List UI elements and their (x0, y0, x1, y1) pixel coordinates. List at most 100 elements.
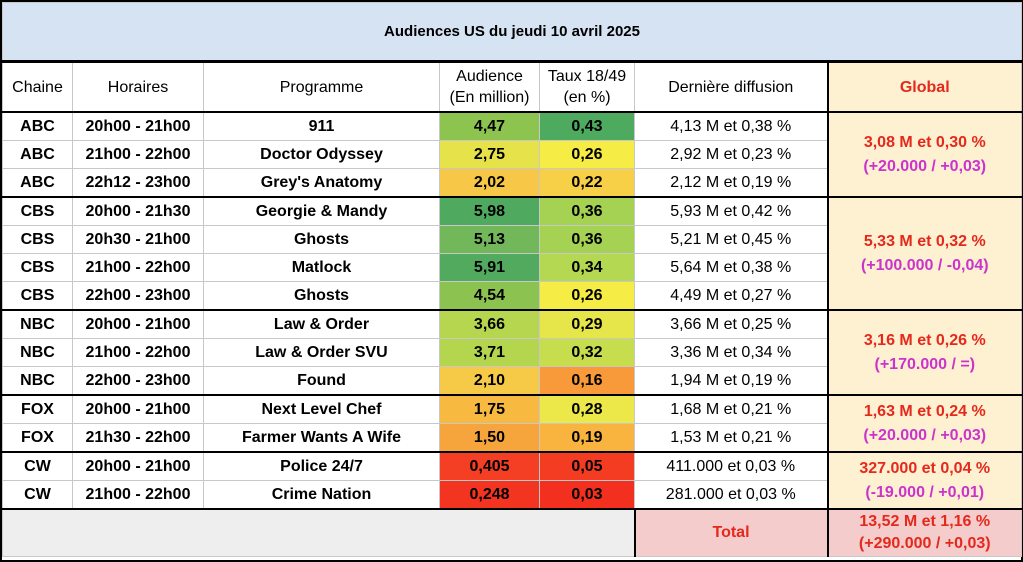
cell-programme: Ghosts (203, 225, 440, 254)
table-row: FOX 20h00 - 21h00 Next Level Chef 1,75 0,28 1… (2, 394, 1023, 453)
cell-programme: Farmer Wants A Wife (203, 423, 440, 453)
cell-taux: 0,34 (539, 253, 635, 282)
cell-audience: 1,75 (439, 394, 540, 424)
total-delta: (+290.000 / +0,03) (858, 535, 991, 552)
table-row: CBS 21h00 - 22h00 Matlock 5,91 0,34 5,64 M et… (2, 253, 1022, 282)
global-abc-delta: (+20.000 / +0,03) (863, 157, 987, 175)
global-abc: 3,08 M et 0,30 % (+20.000 / +0,03) (826, 111, 1023, 198)
cell-programme: Law & Order SVU (203, 338, 440, 367)
global-cbs-main: 5,33 M et 0,32 % (863, 232, 986, 250)
table-row: ABC 22h12 - 23h00 Grey's Anatomy 2,02 0,22 2,… (2, 168, 1022, 198)
cell-derniere-diffusion: 4,13 M et 0,38 % (634, 111, 828, 141)
cell-derniere-diffusion: 5,64 M et 0,38 % (634, 253, 828, 282)
cell-chaine: ABC (2, 140, 73, 169)
cell-programme: Doctor Odyssey (203, 140, 440, 169)
cell-programme: Found (203, 366, 440, 396)
cell-horaires: 20h00 - 21h00 (72, 309, 204, 339)
header-audience: Audience (En million) (439, 61, 540, 113)
cell-audience: 1,50 (439, 423, 540, 453)
cell-programme: Georgie & Mandy (203, 196, 440, 226)
total-row: Total 13,52 M et 1,16 % (+290.000 / +0,03) (2, 508, 1023, 557)
header-derniere-diffusion: Dernière diffusion (634, 61, 828, 113)
cell-audience: 5,91 (439, 253, 540, 282)
total-blank (2, 508, 636, 557)
cell-taux: 0,22 (539, 168, 635, 198)
table-row: NBC 20h00 - 21h00 Law & Order 3,66 0,29 3,66 … (2, 309, 1023, 396)
header-programme: Programme (203, 61, 440, 113)
cell-taux: 0,26 (539, 281, 635, 311)
cell-programme: Grey's Anatomy (203, 168, 440, 198)
cell-horaires: 22h00 - 23h00 (72, 366, 204, 396)
global-abc-main: 3,08 M et 0,30 % (863, 133, 986, 151)
table-row: NBC 22h00 - 23h00 Found 2,10 0,16 1,94 M et 0… (2, 366, 1022, 396)
header-audience-line1: Audience (456, 68, 523, 85)
cell-horaires: 21h30 - 22h00 (72, 423, 204, 453)
cell-taux: 0,29 (539, 309, 635, 339)
cell-audience: 4,47 (439, 111, 540, 141)
header-horaires: Horaires (72, 61, 204, 113)
cell-taux: 0,19 (539, 423, 635, 453)
cell-taux: 0,16 (539, 366, 635, 396)
cell-horaires: 20h00 - 21h00 (72, 451, 204, 481)
cell-taux: 0,26 (539, 140, 635, 169)
header-global: Global (826, 61, 1023, 113)
global-fox-delta: (+20.000 / +0,03) (863, 426, 987, 444)
cell-horaires: 22h00 - 23h00 (72, 281, 204, 311)
cell-chaine: ABC (2, 168, 73, 198)
table-row: CBS 22h00 - 23h00 Ghosts 4,54 0,26 4,49 M et … (2, 281, 1022, 311)
global-nbc-main: 3,16 M et 0,26 % (863, 331, 986, 349)
cell-derniere-diffusion: 2,12 M et 0,19 % (634, 168, 828, 198)
header-taux-line1: Taux 18/49 (547, 68, 627, 85)
global-cw: 327.000 et 0,04 % (-19.000 / +0,01) (826, 451, 1023, 510)
cell-programme: Crime Nation (203, 480, 440, 510)
cell-taux: 0,32 (539, 338, 635, 367)
cell-taux: 0,28 (539, 394, 635, 424)
global-nbc: 3,16 M et 0,26 % (+170.000 / =) (826, 309, 1023, 396)
table-row: CBS 20h00 - 21h30 Georgie & Mandy 5,98 0,36 5… (2, 196, 1023, 311)
cell-horaires: 20h00 - 21h00 (72, 394, 204, 424)
cell-derniere-diffusion: 4,49 M et 0,27 % (634, 281, 828, 311)
global-fox: 1,63 M et 0,24 % (+20.000 / +0,03) (826, 394, 1023, 453)
cell-programme: Next Level Chef (203, 394, 440, 424)
cell-audience: 0,248 (439, 480, 540, 510)
cell-chaine: ABC (2, 111, 73, 141)
cell-chaine: NBC (2, 309, 73, 339)
cell-taux: 0,05 (539, 451, 635, 481)
cell-programme: Ghosts (203, 281, 440, 311)
cell-chaine: NBC (2, 366, 73, 396)
global-cw-main: 327.000 et 0,04 % (859, 459, 991, 477)
cell-audience: 2,75 (439, 140, 540, 169)
table-title: Audiences US du jeudi 10 avril 2025 (1, 2, 1023, 63)
cell-chaine: CW (2, 480, 73, 510)
cell-taux: 0,36 (539, 196, 635, 226)
cell-chaine: NBC (2, 338, 73, 367)
header-chaine: Chaine (2, 61, 73, 113)
global-nbc-delta: (+170.000 / =) (874, 355, 976, 373)
table-row: CW 20h00 - 21h00 Police 24/7 0,405 0,05 411.0… (2, 451, 1023, 510)
cell-taux: 0,43 (539, 111, 635, 141)
header-taux: Taux 18/49 (en %) (539, 61, 635, 113)
cell-audience: 3,66 (439, 309, 540, 339)
cell-programme: Matlock (203, 253, 440, 282)
cell-derniere-diffusion: 1,94 M et 0,19 % (634, 366, 828, 396)
header-audience-line2: (En million) (449, 89, 530, 106)
cell-chaine: FOX (2, 394, 73, 424)
cell-horaires: 21h00 - 22h00 (72, 140, 204, 169)
cell-derniere-diffusion: 5,21 M et 0,45 % (634, 225, 828, 254)
cell-horaires: 21h00 - 22h00 (72, 480, 204, 510)
cell-derniere-diffusion: 1,68 M et 0,21 % (634, 394, 828, 424)
cell-audience: 4,54 (439, 281, 540, 311)
cell-horaires: 20h30 - 21h00 (72, 225, 204, 254)
cell-derniere-diffusion: 3,66 M et 0,25 % (634, 309, 828, 339)
cell-audience: 2,10 (439, 366, 540, 396)
global-cbs-delta: (+100.000 / -0,04) (860, 256, 989, 274)
cell-programme: Law & Order (203, 309, 440, 339)
cell-chaine: FOX (2, 423, 73, 453)
cell-horaires: 21h00 - 22h00 (72, 338, 204, 367)
table-row: ABC 21h00 - 22h00 Doctor Odyssey 2,75 0,26 2,… (2, 140, 1022, 169)
table-row: ABC 20h00 - 21h00 911 4,47 0,43 4,13 M et 0,3… (2, 111, 1023, 198)
cell-audience: 5,13 (439, 225, 540, 254)
cell-horaires: 21h00 - 22h00 (72, 253, 204, 282)
